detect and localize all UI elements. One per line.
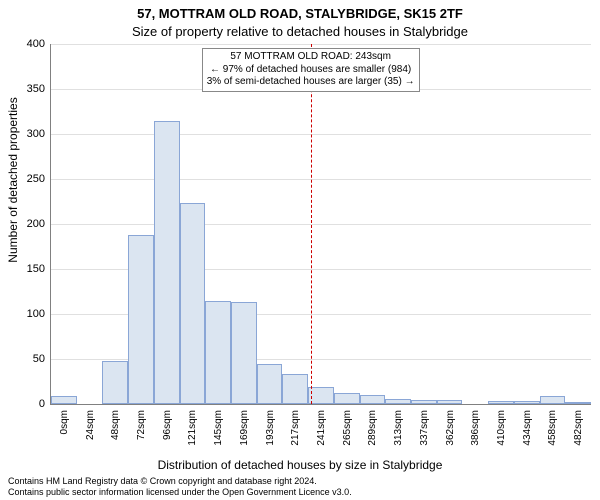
- annotation-box: 57 MOTTRAM OLD ROAD: 243sqm← 97% of deta…: [202, 48, 420, 92]
- histogram-bar: [565, 402, 591, 404]
- x-tick-label: 169sqm: [239, 410, 250, 446]
- y-tick-label: 250: [5, 173, 45, 185]
- y-tick-label: 300: [5, 128, 45, 140]
- histogram-bar: [334, 393, 360, 404]
- x-tick-label: 410sqm: [496, 410, 507, 446]
- x-tick-label: 0sqm: [59, 410, 70, 434]
- histogram-bar: [257, 364, 283, 404]
- gridline: [51, 224, 591, 225]
- annotation-line2: ← 97% of detached houses are smaller (98…: [207, 64, 415, 77]
- histogram-bar: [205, 301, 231, 404]
- annotation-line3: 3% of semi-detached houses are larger (3…: [207, 76, 415, 89]
- histogram-bar: [411, 400, 437, 405]
- x-tick-label: 458sqm: [547, 410, 558, 446]
- histogram-bar: [488, 401, 514, 404]
- y-tick-label: 400: [5, 38, 45, 50]
- footer-line2: Contains public sector information licen…: [8, 487, 600, 498]
- gridline: [51, 134, 591, 135]
- x-tick-label: 265sqm: [342, 410, 353, 446]
- histogram-bar: [360, 395, 386, 404]
- x-tick-label: 241sqm: [316, 410, 327, 446]
- histogram-bar: [282, 374, 308, 404]
- x-tick-label: 289sqm: [367, 410, 378, 446]
- x-tick-label: 313sqm: [393, 410, 404, 446]
- histogram-bar: [180, 203, 206, 404]
- chart-title-line2: Size of property relative to detached ho…: [0, 24, 600, 39]
- x-tick-label: 193sqm: [265, 410, 276, 446]
- x-tick-label: 482sqm: [573, 410, 584, 446]
- y-tick-label: 0: [5, 398, 45, 410]
- histogram-bar: [128, 235, 154, 404]
- histogram-bar: [102, 361, 128, 404]
- x-axis-label: Distribution of detached houses by size …: [0, 458, 600, 472]
- gridline: [51, 179, 591, 180]
- histogram-bar: [385, 399, 411, 404]
- x-tick-label: 362sqm: [445, 410, 456, 446]
- histogram-bar: [154, 121, 180, 405]
- x-tick-label: 121sqm: [187, 410, 198, 446]
- histogram-bar: [514, 401, 540, 404]
- histogram-bar: [437, 400, 463, 404]
- y-tick-label: 200: [5, 218, 45, 230]
- x-tick-label: 217sqm: [290, 410, 301, 446]
- reference-line: [311, 44, 312, 404]
- gridline: [51, 44, 591, 45]
- x-tick-label: 145sqm: [213, 410, 224, 446]
- chart-title-line1: 57, MOTTRAM OLD ROAD, STALYBRIDGE, SK15 …: [0, 6, 600, 21]
- x-tick-label: 386sqm: [470, 410, 481, 446]
- histogram-bar: [51, 396, 77, 404]
- histogram-bar: [308, 387, 334, 404]
- chart-container: 57, MOTTRAM OLD ROAD, STALYBRIDGE, SK15 …: [0, 0, 600, 500]
- x-tick-label: 337sqm: [419, 410, 430, 446]
- plot-area: 57 MOTTRAM OLD ROAD: 243sqm← 97% of deta…: [50, 44, 591, 405]
- y-tick-label: 350: [5, 83, 45, 95]
- x-tick-label: 48sqm: [110, 410, 121, 440]
- x-tick-label: 96sqm: [162, 410, 173, 440]
- y-axis-label: Number of detached properties: [6, 0, 20, 430]
- histogram-bar: [540, 396, 566, 404]
- y-tick-label: 50: [5, 353, 45, 365]
- annotation-line1: 57 MOTTRAM OLD ROAD: 243sqm: [207, 51, 415, 64]
- x-tick-label: 434sqm: [522, 410, 533, 446]
- histogram-bar: [231, 302, 257, 404]
- y-tick-label: 100: [5, 308, 45, 320]
- y-tick-label: 150: [5, 263, 45, 275]
- x-tick-label: 72sqm: [136, 410, 147, 440]
- footer-line1: Contains HM Land Registry data © Crown c…: [8, 476, 600, 487]
- footer-text: Contains HM Land Registry data © Crown c…: [0, 476, 600, 498]
- x-tick-label: 24sqm: [85, 410, 96, 440]
